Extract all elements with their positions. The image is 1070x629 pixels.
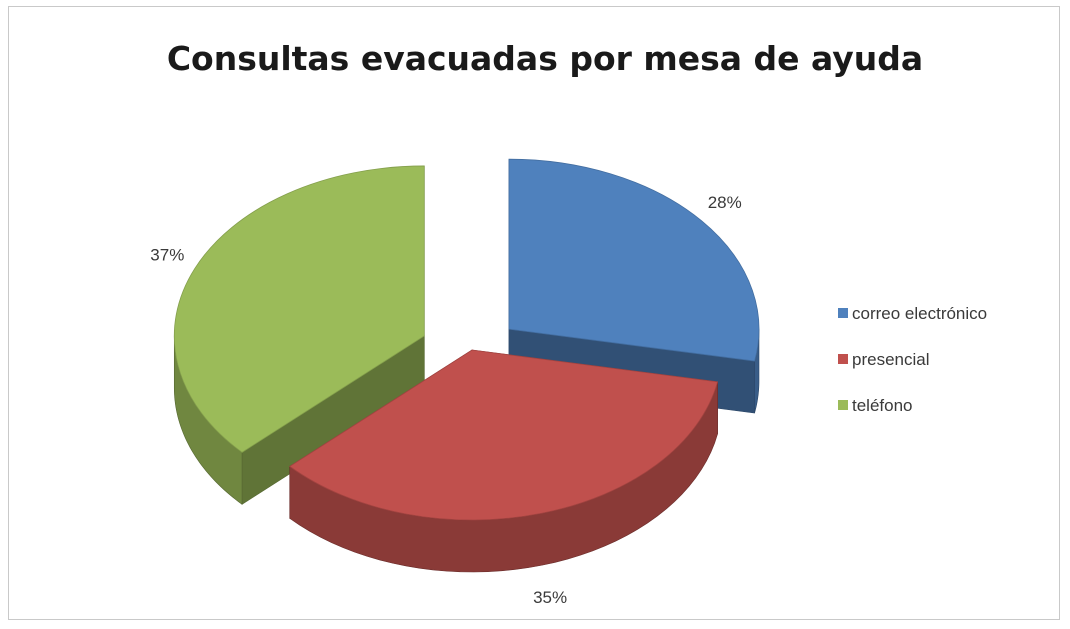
data-label-telefono: 37% — [150, 245, 184, 264]
legend: correo electrónico presencial teléfono — [838, 304, 987, 415]
legend-swatch-telefono — [838, 400, 848, 410]
legend-swatch-correo-electronico — [838, 308, 848, 318]
data-labels: 28% 37% 35% — [150, 193, 741, 607]
legend-item-correo-electronico: correo electrónico — [838, 304, 987, 323]
data-label-correo-electronico: 28% — [708, 193, 742, 212]
legend-label-presencial: presencial — [852, 350, 930, 369]
data-label-presencial: 35% — [533, 588, 567, 607]
legend-item-presencial: presencial — [838, 350, 930, 369]
pie-slice-telefono — [173, 165, 425, 505]
chart-title: Consultas evacuadas por mesa de ayuda — [167, 39, 923, 78]
pie-slice-presencial — [289, 349, 719, 573]
legend-item-telefono: teléfono — [838, 396, 913, 415]
legend-label-correo-electronico: correo electrónico — [852, 304, 987, 323]
legend-swatch-presencial — [838, 354, 848, 364]
legend-label-telefono: teléfono — [852, 396, 913, 415]
pie-slices — [173, 158, 760, 573]
